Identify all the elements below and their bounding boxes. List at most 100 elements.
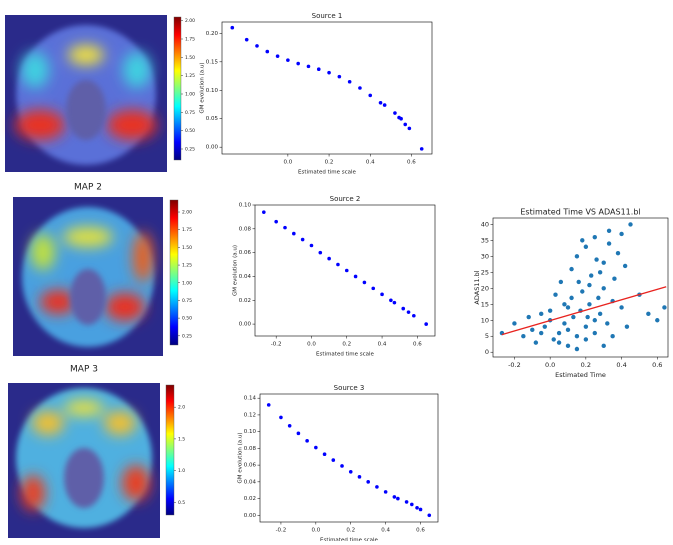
point xyxy=(622,263,628,269)
point xyxy=(594,257,599,262)
point xyxy=(662,305,667,310)
point xyxy=(393,111,397,115)
map-title: MAP 2 xyxy=(74,183,102,193)
y-tick-label: 15 xyxy=(481,300,489,308)
y-tick-label: 0.00 xyxy=(244,513,257,519)
map-title: MAP 3 xyxy=(70,365,98,375)
x-axis-label: Estimated time scale xyxy=(298,170,356,176)
colorbar-tick-label: 0.75 xyxy=(182,298,192,304)
point xyxy=(327,256,331,261)
point xyxy=(585,314,590,320)
point xyxy=(300,237,305,242)
point xyxy=(574,254,580,259)
colorbar-tick-label: 2.00 xyxy=(185,18,195,24)
chart-title: Source 1 xyxy=(312,12,343,20)
colorbar-tick-label: 1.25 xyxy=(182,263,192,269)
point xyxy=(574,346,580,352)
point xyxy=(589,273,594,278)
y-tick-label: 10 xyxy=(481,316,489,324)
colorbar-tick-label: 1.50 xyxy=(185,55,195,61)
point xyxy=(296,61,300,66)
y-tick-label: 0.00 xyxy=(239,322,252,328)
point xyxy=(562,302,567,307)
x-tick-label: 0.4 xyxy=(616,361,626,369)
colorbar-tick-label: 1.00 xyxy=(185,92,195,98)
point xyxy=(336,262,340,267)
point xyxy=(418,507,423,512)
point xyxy=(399,116,403,121)
colorbar-tick-label: 0.25 xyxy=(182,333,192,339)
point xyxy=(565,305,571,310)
brain-map-2 xyxy=(13,197,163,356)
point xyxy=(619,305,624,310)
point xyxy=(539,311,544,317)
y-tick-label: 0.04 xyxy=(244,479,257,485)
point xyxy=(592,330,597,336)
x-tick-label: 0.0 xyxy=(284,160,293,166)
point xyxy=(628,222,633,227)
brain-map-3 xyxy=(8,383,160,538)
point xyxy=(318,250,323,255)
point xyxy=(580,238,585,243)
y-tick-label: 20 xyxy=(481,284,489,292)
point xyxy=(576,279,581,285)
x-tick-label: 0.4 xyxy=(378,342,387,348)
point xyxy=(283,225,287,230)
y-tick-label: 30 xyxy=(481,252,489,260)
point xyxy=(596,295,601,301)
y-tick-label: 0.10 xyxy=(244,429,257,435)
point xyxy=(424,322,428,326)
point xyxy=(569,295,574,301)
point xyxy=(547,308,553,313)
point xyxy=(407,126,412,131)
colorbar-tick-label: 0.75 xyxy=(185,110,195,116)
y-tick-label: 0 xyxy=(485,348,489,356)
y-tick-label: 0.14 xyxy=(244,396,257,402)
point xyxy=(383,490,388,494)
point xyxy=(266,403,271,407)
point xyxy=(583,324,589,329)
point xyxy=(287,423,292,428)
point xyxy=(327,70,331,75)
point xyxy=(601,260,606,265)
x-tick-label: 0.6 xyxy=(416,528,425,534)
y-tick-label: 25 xyxy=(481,268,489,276)
point xyxy=(306,64,311,69)
point xyxy=(375,485,379,489)
colorbar-tick-label: 2.00 xyxy=(182,210,192,216)
y-tick-label: 0.02 xyxy=(244,496,256,502)
point xyxy=(347,79,352,84)
point xyxy=(587,282,592,288)
point xyxy=(597,311,603,317)
y-tick-label: 0.12 xyxy=(244,412,256,418)
colorbar-tick-label: 0.50 xyxy=(185,128,195,134)
point xyxy=(406,310,411,314)
point xyxy=(244,37,249,42)
y-tick-label: 0.06 xyxy=(239,250,252,256)
y-axis-label: GM evolution (a.u) xyxy=(233,245,239,296)
point xyxy=(615,250,621,256)
x-tick-label: 0.2 xyxy=(581,361,591,369)
point xyxy=(265,49,270,54)
chart-title: Estimated Time VS ADAS11.bl xyxy=(520,208,640,217)
y-tick-label: 5 xyxy=(485,332,489,340)
x-tick-label: 0.0 xyxy=(307,342,316,348)
plot-area xyxy=(221,21,433,155)
y-tick-label: 0.20 xyxy=(206,31,219,37)
point xyxy=(569,266,574,272)
colorbar xyxy=(173,16,182,161)
point xyxy=(378,100,383,105)
point xyxy=(275,54,280,58)
point xyxy=(309,243,314,248)
brain-map-1 xyxy=(5,15,167,172)
point xyxy=(410,502,414,507)
x-tick-label: -0.2 xyxy=(271,342,282,348)
colorbar-tick-label: 2.0 xyxy=(178,405,185,411)
colorbar-tick-label: 0.5 xyxy=(178,500,185,506)
point xyxy=(340,464,344,468)
point xyxy=(606,241,612,246)
point xyxy=(274,219,278,224)
point xyxy=(551,337,556,342)
y-tick-label: 0.04 xyxy=(239,274,252,280)
